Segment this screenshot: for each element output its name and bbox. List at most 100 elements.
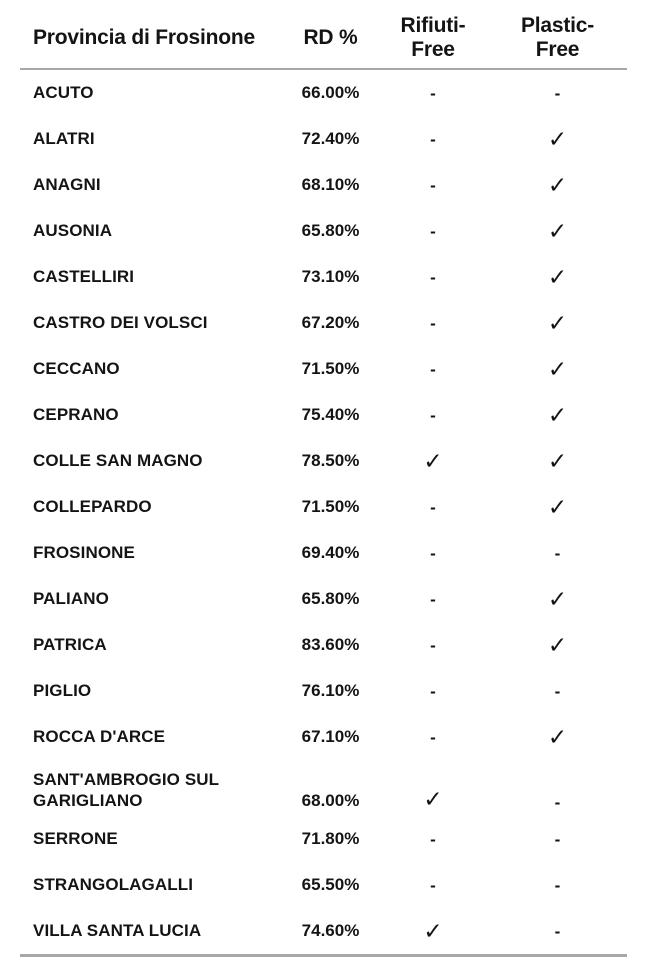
table-row: PATRICA 83.60% - ✓ xyxy=(20,622,627,668)
plastic-free-check-icon: ✓ xyxy=(547,355,568,382)
plastic-free-check-icon: ✓ xyxy=(547,263,568,290)
plastic-free-dash: - xyxy=(554,83,561,103)
municipality-name: STRANGOLAGALLI xyxy=(33,875,194,895)
plastic-free-dash: - xyxy=(554,793,561,812)
municipality-name: AUSONIA xyxy=(33,221,113,241)
rifiuti-free-dash: - xyxy=(430,267,436,287)
plastic-free-check-icon: ✓ xyxy=(547,493,568,520)
column-header-rifiuti-free: Rifiuti- Free xyxy=(400,13,466,61)
rd-percent-value: 68.00% xyxy=(301,791,360,810)
table-row: COLLE SAN MAGNO 78.50% ✓ ✓ xyxy=(20,438,627,484)
municipality-name: SANT'AMBROGIO SUL GARIGLIANO xyxy=(33,769,219,810)
rifiuti-free-dash: - xyxy=(430,875,436,895)
plastic-free-check-icon: ✓ xyxy=(547,217,568,244)
rd-percent-value: 74.60% xyxy=(301,921,360,940)
plastic-free-check-icon: ✓ xyxy=(547,309,568,336)
table-row: ALATRI 72.40% - ✓ xyxy=(20,116,627,162)
table-row: CECCANO 71.50% - ✓ xyxy=(20,346,627,392)
rifiuti-free-dash: - xyxy=(430,543,436,563)
municipality-name: SERRONE xyxy=(33,829,118,849)
municipality-name: CEPRANO xyxy=(33,405,119,425)
rd-percent-value: 67.20% xyxy=(301,313,360,332)
plastic-free-check-icon: ✓ xyxy=(547,631,568,658)
table-row: ACUTO 66.00% - - xyxy=(20,70,627,116)
table-row: COLLEPARDO 71.50% - ✓ xyxy=(20,484,627,530)
rd-percent-value: 71.50% xyxy=(301,359,360,378)
rd-percent-value: 72.40% xyxy=(301,129,360,148)
plastic-free-check-icon: ✓ xyxy=(547,723,568,750)
plastic-free-check-icon: ✓ xyxy=(547,125,568,152)
table-row: PIGLIO 76.10% - - xyxy=(20,668,627,714)
table-row: FROSINONE 69.40% - - xyxy=(20,530,627,576)
column-header-plastic-free: Plastic- Free xyxy=(520,13,595,61)
rd-percent-value: 73.10% xyxy=(301,267,360,286)
rd-percent-value: 65.80% xyxy=(301,221,360,240)
table-row: PALIANO 65.80% - ✓ xyxy=(20,576,627,622)
table-row: ROCCA D'ARCE 67.10% - ✓ xyxy=(20,714,627,760)
rifiuti-free-check-icon: ✓ xyxy=(423,786,443,812)
municipality-name: CECCANO xyxy=(33,359,120,379)
municipality-name: CASTRO DEI VOLSCI xyxy=(33,313,208,333)
table-row: SANT'AMBROGIO SUL GARIGLIANO 68.00% ✓ - xyxy=(20,760,627,816)
rifiuti-free-dash: - xyxy=(430,313,436,333)
plastic-free-check-icon: ✓ xyxy=(547,171,568,198)
rd-percent-value: 78.50% xyxy=(301,451,360,470)
rifiuti-free-dash: - xyxy=(430,221,436,241)
plastic-free-dash: - xyxy=(554,875,561,895)
rd-percent-value: 65.80% xyxy=(301,589,360,608)
table-row: CASTRO DEI VOLSCI 67.20% - ✓ xyxy=(20,300,627,346)
municipality-name: PALIANO xyxy=(33,589,109,609)
rd-percent-value: 71.80% xyxy=(301,829,360,848)
rifiuti-free-check-icon: ✓ xyxy=(423,447,443,474)
plastic-free-dash: - xyxy=(554,543,561,563)
rifiuti-free-dash: - xyxy=(430,681,436,701)
rifiuti-free-dash: - xyxy=(430,175,436,195)
rd-percent-value: 68.10% xyxy=(301,175,360,194)
plastic-free-check-icon: ✓ xyxy=(547,401,568,428)
municipality-name: PIGLIO xyxy=(33,681,92,701)
rifiuti-free-check-icon: ✓ xyxy=(423,917,443,944)
municipality-name: PATRICA xyxy=(33,635,107,655)
municipality-name: COLLEPARDO xyxy=(33,497,152,517)
table-row: STRANGOLAGALLI 65.50% - - xyxy=(20,862,627,908)
table-body: ACUTO 66.00% - - ALATRI 72.40% - ✓ ANAGN… xyxy=(20,70,627,957)
rd-percent-value: 76.10% xyxy=(301,681,360,700)
table-row: CASTELLIRI 73.10% - ✓ xyxy=(20,254,627,300)
table-row: CEPRANO 75.40% - ✓ xyxy=(20,392,627,438)
rd-percent-value: 75.40% xyxy=(301,405,360,424)
rd-percent-value: 65.50% xyxy=(301,875,360,894)
rd-percent-value: 67.10% xyxy=(301,727,360,746)
rd-percent-value: 66.00% xyxy=(301,83,360,102)
rifiuti-free-dash: - xyxy=(430,635,436,655)
rifiuti-free-dash: - xyxy=(430,83,436,103)
plastic-free-check-icon: ✓ xyxy=(547,447,568,474)
rifiuti-free-dash: - xyxy=(430,129,436,149)
column-header-rd-percent: RD % xyxy=(303,25,358,49)
municipality-name: ACUTO xyxy=(33,83,94,103)
municipality-name: CASTELLIRI xyxy=(33,267,135,287)
plastic-free-dash: - xyxy=(554,681,561,701)
plastic-free-check-icon: ✓ xyxy=(547,585,568,612)
municipality-name: ANAGNI xyxy=(33,175,101,195)
rd-percent-value: 71.50% xyxy=(301,497,360,516)
municipality-name: ALATRI xyxy=(33,129,95,149)
rifiuti-free-dash: - xyxy=(430,829,436,849)
rifiuti-free-dash: - xyxy=(430,359,436,379)
rifiuti-free-dash: - xyxy=(430,497,436,517)
municipality-name: ROCCA D'ARCE xyxy=(33,727,166,747)
rifiuti-free-dash: - xyxy=(430,405,436,425)
rifiuti-free-dash: - xyxy=(430,727,436,747)
rd-percent-value: 69.40% xyxy=(301,543,360,562)
plastic-free-dash: - xyxy=(554,829,561,849)
table-row: VILLA SANTA LUCIA 74.60% ✓ - xyxy=(20,908,627,954)
table-row: SERRONE 71.80% - - xyxy=(20,816,627,862)
table-header: Provincia di Frosinone RD % Rifiuti- Fre… xyxy=(20,8,627,70)
rd-percent-value: 83.60% xyxy=(301,635,360,654)
municipality-name: VILLA SANTA LUCIA xyxy=(33,921,202,941)
table-row: ANAGNI 68.10% - ✓ xyxy=(20,162,627,208)
column-header-province: Provincia di Frosinone xyxy=(33,26,255,49)
municipality-name: FROSINONE xyxy=(33,543,135,563)
table-row: AUSONIA 65.80% - ✓ xyxy=(20,208,627,254)
municipality-name: COLLE SAN MAGNO xyxy=(33,451,203,471)
